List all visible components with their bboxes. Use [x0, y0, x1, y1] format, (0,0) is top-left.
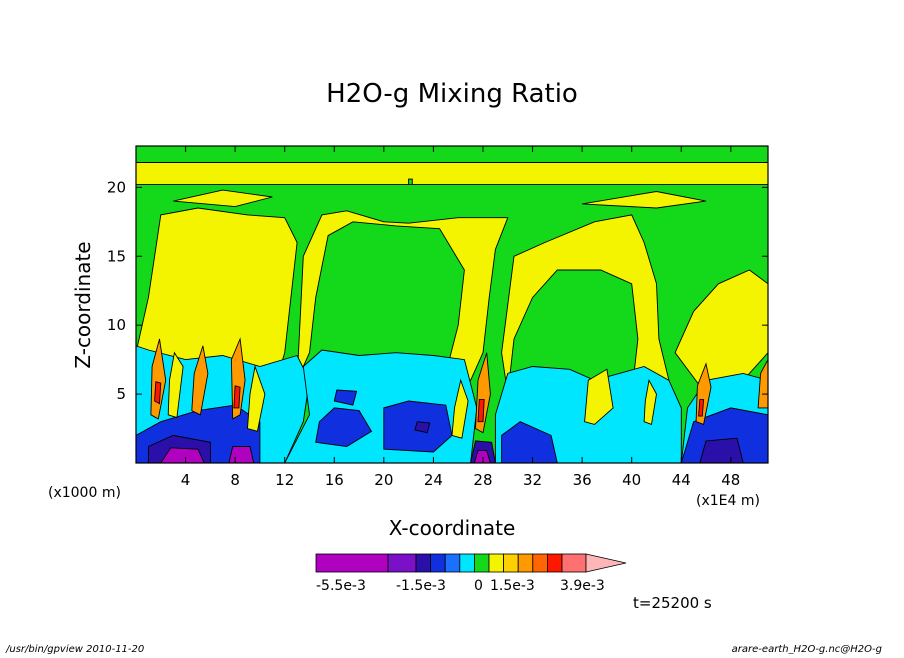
x-axis-ticks: 4 8 12 16 20 24 28 32 36 40 44 48 — [181, 146, 740, 489]
colorbar-label: -1.5e-3 — [396, 578, 446, 594]
colorbar-extend-arrow — [585, 553, 627, 573]
x-tick-label: 44 — [672, 471, 691, 489]
contour-region-green — [408, 178, 413, 186]
contour-region-purple — [228, 446, 255, 463]
y-tick-label: 5 — [116, 385, 126, 403]
contour-region-blue — [501, 421, 558, 463]
contour-field — [136, 146, 768, 463]
contour-region-red — [233, 385, 241, 409]
x-tick-label: 40 — [622, 471, 641, 489]
colorbar-swatch — [547, 553, 563, 573]
x-tick-label: 20 — [374, 471, 393, 489]
x-tick-label: 4 — [181, 471, 191, 489]
footer-left: /usr/bin/gpview 2010-11-20 — [5, 644, 144, 654]
contour-region-cyan — [284, 349, 478, 463]
colorbar-swatch — [473, 553, 490, 573]
x-unit-right: (x1E4 m) — [696, 493, 760, 509]
colorbar-swatch — [430, 553, 446, 573]
time-label: t=25200 s — [633, 594, 712, 612]
colorbar-label: -5.5e-3 — [316, 578, 366, 594]
colorbar-labels: -5.5e-3 -1.5e-3 0 1.5e-3 3.9e-3 — [316, 578, 605, 594]
contour-region-orange — [191, 345, 209, 416]
x-tick-label: 8 — [230, 471, 240, 489]
contour-region-yellow — [582, 191, 707, 209]
contour-region-purple — [473, 450, 491, 463]
x-tick-label: 12 — [275, 471, 294, 489]
contour-region-yellow — [451, 378, 469, 439]
colorbar — [315, 553, 627, 573]
x-tick-label: 48 — [721, 471, 740, 489]
colorbar-swatch — [459, 553, 475, 573]
contour-region-red — [154, 381, 162, 405]
y-axis-ticks: 5 10 15 20 — [107, 178, 768, 403]
y-tick-label: 20 — [107, 178, 126, 196]
contour-region-blue — [333, 389, 358, 406]
contour-region-yellow — [643, 378, 657, 426]
y-axis-label: Z-coordinate — [71, 241, 95, 368]
contour-region-yellow — [136, 162, 768, 186]
y-tick-label: 10 — [107, 316, 126, 334]
x-tick-label: 24 — [424, 471, 443, 489]
colorbar-swatch — [532, 553, 548, 573]
contour-region-red — [698, 399, 705, 417]
plot-frame — [135, 145, 769, 464]
contour-region-purple — [160, 447, 205, 463]
x-tick-label: 16 — [325, 471, 344, 489]
chart-title: H2O-g Mixing Ratio — [326, 79, 578, 109]
colorbar-swatch — [488, 553, 505, 573]
contour-region-darkblue — [699, 437, 744, 463]
contour-region-red — [477, 399, 485, 423]
y-tick-label: 15 — [107, 247, 126, 265]
x-unit-left: (x1000 m) — [48, 485, 121, 501]
contour-region-orange — [757, 359, 768, 409]
colorbar-swatch — [415, 553, 432, 573]
contour-region-yellow — [173, 189, 273, 208]
contour-region-blue — [315, 407, 373, 447]
contour-region-yellow — [584, 368, 614, 425]
colorbar-swatch — [517, 553, 534, 573]
colorbar-swatch — [561, 553, 587, 573]
colorbar-label: 1.5e-3 — [490, 578, 535, 594]
contour-region-yellow — [167, 351, 184, 419]
colorbar-swatch — [315, 553, 389, 573]
contour-region-darkblue — [414, 421, 431, 434]
footer-right: arare-earth_H2O-g.nc@H2O-g — [732, 644, 882, 654]
x-axis-label: X-coordinate — [389, 516, 516, 540]
colorbar-swatch — [503, 553, 519, 573]
x-tick-label: 36 — [573, 471, 592, 489]
x-tick-label: 32 — [523, 471, 542, 489]
contour-region-yellow — [247, 364, 266, 432]
colorbar-swatch — [444, 553, 461, 573]
x-tick-label: 28 — [473, 471, 492, 489]
colorbar-label: 0 — [474, 578, 483, 594]
colorbar-label: 3.9e-3 — [560, 578, 605, 594]
colorbar-swatch — [387, 553, 417, 573]
